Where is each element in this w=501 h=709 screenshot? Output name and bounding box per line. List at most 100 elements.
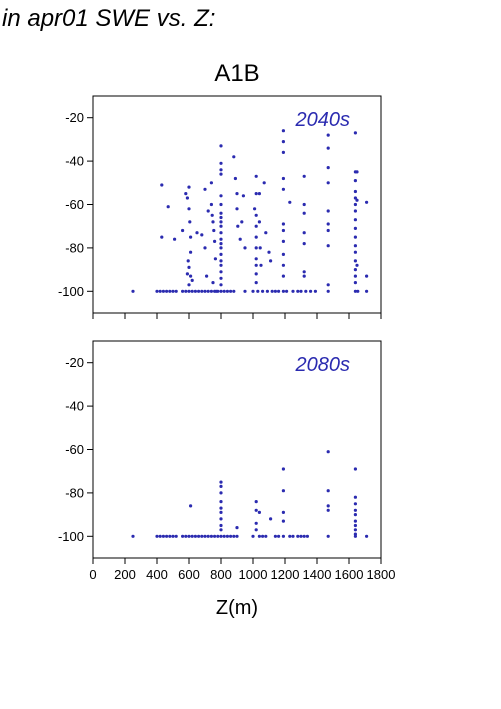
y-tick-label: -20 <box>65 110 84 125</box>
data-point <box>258 246 262 250</box>
data-point <box>236 224 240 228</box>
data-point <box>158 534 162 538</box>
data-point <box>205 274 209 278</box>
data-point <box>254 263 258 267</box>
data-point <box>219 484 223 488</box>
data-point <box>291 289 295 293</box>
data-point <box>261 289 265 293</box>
data-point <box>161 534 165 538</box>
data-point <box>219 168 223 172</box>
data-point <box>193 289 197 293</box>
data-point <box>296 289 300 293</box>
data-point <box>203 289 207 293</box>
data-point <box>225 289 229 293</box>
data-point <box>184 534 188 538</box>
data-point <box>305 534 309 538</box>
data-point <box>225 534 229 538</box>
data-point <box>353 202 357 207</box>
data-point <box>189 250 193 254</box>
data-point <box>355 263 359 267</box>
data-point <box>168 534 172 538</box>
data-point <box>232 289 236 293</box>
data-point <box>158 289 162 293</box>
data-point <box>219 500 223 504</box>
data-point <box>229 289 233 293</box>
data-point <box>173 237 177 241</box>
data-point <box>302 534 306 538</box>
data-point <box>365 274 369 278</box>
data-point <box>184 192 188 196</box>
data-point <box>229 534 233 538</box>
data-point <box>269 517 273 521</box>
data-point <box>209 181 213 185</box>
data-point <box>219 270 223 274</box>
data-point <box>326 222 330 226</box>
data-point <box>353 218 357 222</box>
data-point <box>206 534 210 538</box>
data-point <box>187 289 191 293</box>
data-point <box>353 495 357 499</box>
data-point <box>270 289 274 293</box>
data-point <box>254 281 258 285</box>
data-point <box>281 140 285 144</box>
data-point <box>264 231 268 235</box>
data-point <box>302 274 306 278</box>
data-point <box>254 224 258 228</box>
data-point <box>219 224 223 228</box>
data-point <box>285 289 289 293</box>
data-point <box>200 233 204 237</box>
data-point <box>206 209 210 213</box>
data-point <box>187 283 191 287</box>
y-tick-label: -80 <box>65 240 84 255</box>
data-point <box>326 209 330 213</box>
data-point <box>222 534 226 538</box>
data-point <box>304 289 308 293</box>
data-point <box>277 534 281 538</box>
data-point <box>326 146 330 150</box>
data-point <box>326 450 330 454</box>
x-tick-label: 1800 <box>367 567 396 582</box>
data-point <box>326 166 330 170</box>
data-point <box>269 259 273 263</box>
data-point <box>213 239 217 243</box>
data-point <box>174 289 178 293</box>
data-point <box>241 194 245 198</box>
x-tick-label: 1000 <box>239 567 268 582</box>
data-point <box>281 187 285 191</box>
data-point <box>365 534 369 538</box>
data-point <box>219 215 223 220</box>
data-point <box>281 519 285 523</box>
data-point <box>281 228 285 233</box>
data-point <box>203 246 207 250</box>
data-point <box>131 534 135 538</box>
data-point <box>235 534 239 538</box>
x-tick-label: 1400 <box>303 567 332 582</box>
data-point <box>281 274 285 278</box>
y-tick-label: -40 <box>65 399 84 414</box>
data-point <box>219 517 223 521</box>
data-point <box>219 534 223 538</box>
figure-heading: in apr01 SWE vs. Z: <box>2 5 215 32</box>
data-point <box>353 209 357 213</box>
data-point <box>209 289 213 293</box>
data-point <box>219 252 223 256</box>
data-point <box>353 289 357 293</box>
data-point <box>160 235 164 239</box>
data-point <box>326 181 330 185</box>
data-point <box>200 289 204 293</box>
data-point <box>355 198 359 202</box>
data-point <box>281 510 285 514</box>
scatter-panel-2040s: -20 -40 -60 -80 -100 2040s <box>58 95 382 319</box>
data-point <box>235 526 239 530</box>
data-point <box>326 289 330 293</box>
data-point <box>277 289 281 293</box>
x-tick-label: 200 <box>114 567 136 582</box>
data-point <box>240 220 244 224</box>
data-point <box>174 534 178 538</box>
data-point <box>161 289 165 293</box>
data-point <box>326 504 330 508</box>
data-point <box>281 176 285 181</box>
data-point <box>184 289 188 293</box>
data-point <box>353 528 357 532</box>
data-point <box>326 283 330 287</box>
